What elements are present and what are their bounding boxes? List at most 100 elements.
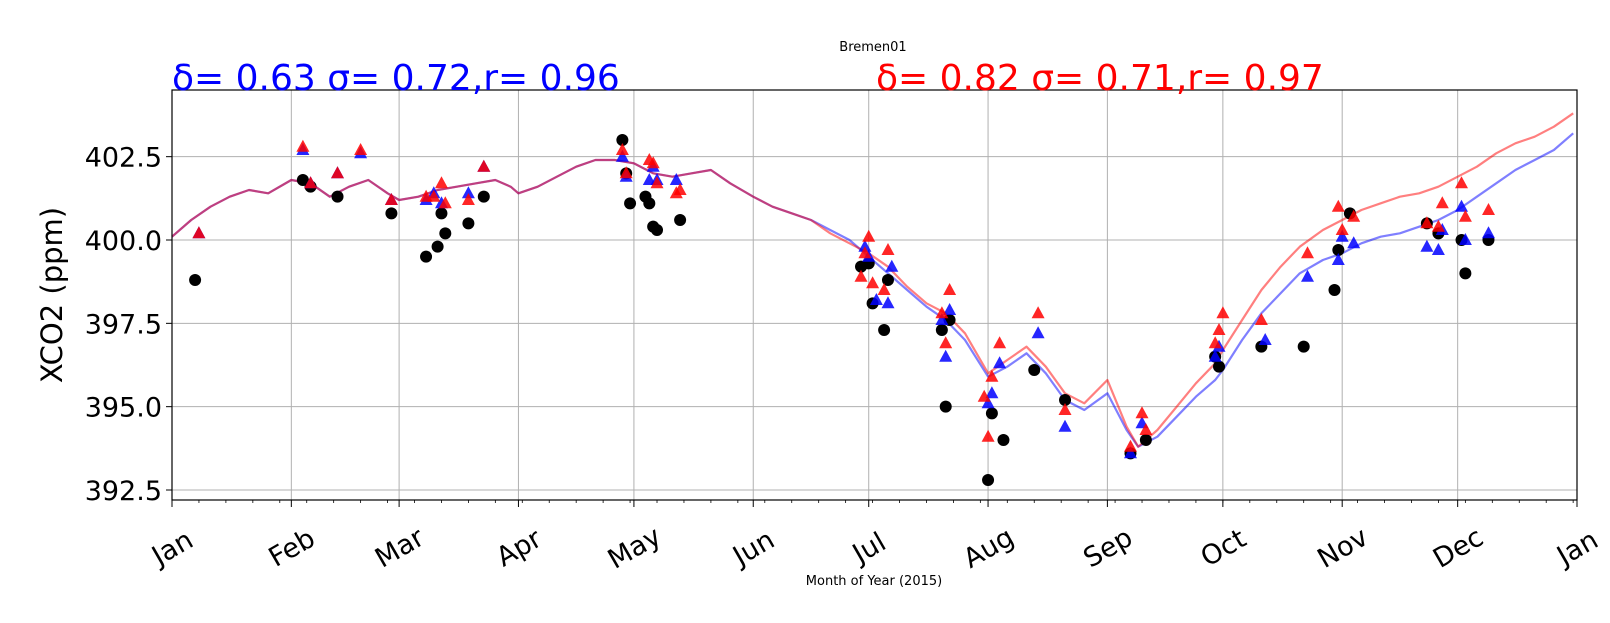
red-triangle-point xyxy=(192,226,206,239)
obs-point xyxy=(878,324,891,336)
blue-triangle-point xyxy=(1420,239,1434,252)
obs-point xyxy=(1213,360,1226,373)
blue-triangle-point xyxy=(1124,446,1137,459)
red-triangle-point xyxy=(877,283,891,295)
red-triangle-point xyxy=(993,336,1007,349)
y-tick-label: 400.0 xyxy=(85,226,162,257)
blue-triangle-point xyxy=(981,396,995,409)
y-tick-label: 392.5 xyxy=(85,476,162,507)
red-triangle-point xyxy=(331,166,344,179)
obs-point xyxy=(1332,244,1345,256)
obs-point xyxy=(643,197,656,210)
obs-point xyxy=(881,274,894,286)
obs-point xyxy=(616,134,629,146)
obs-point xyxy=(997,434,1010,446)
obs-point xyxy=(982,474,995,486)
red-triangle-point xyxy=(854,269,868,282)
red-triangle-point xyxy=(862,229,876,242)
blue-triangle-point xyxy=(1431,243,1445,255)
red-triangle-point xyxy=(866,276,880,289)
y-tick-label: 395.0 xyxy=(85,393,162,424)
red-triangle-point xyxy=(296,139,310,152)
red-triangle-point xyxy=(858,246,872,259)
red-triangle-point xyxy=(461,193,475,205)
blue-triangle-point xyxy=(881,296,895,309)
blue-triangle-point xyxy=(1347,236,1361,249)
series-markers xyxy=(189,134,1495,486)
red-triangle-point xyxy=(435,176,448,189)
blue-triangle-point xyxy=(885,259,899,272)
stats-annotation-blue: δ= 0.63 σ= 0.72,r= 0.96 xyxy=(172,58,620,99)
plot-frame xyxy=(171,89,1578,501)
red-triangle-point xyxy=(1420,216,1434,229)
red-triangle-point xyxy=(881,243,895,255)
y-tick-label: 397.5 xyxy=(85,309,162,340)
red-triangle-point xyxy=(438,196,452,209)
blue-triangle-point xyxy=(1455,199,1468,212)
obs-point xyxy=(420,250,433,263)
obs-point xyxy=(1059,394,1072,406)
blue-triangle-point xyxy=(935,313,949,325)
obs-point xyxy=(435,207,448,220)
blue-triangle-point xyxy=(993,356,1007,369)
obs-point xyxy=(189,274,202,286)
red-triangle-point xyxy=(985,369,999,382)
red-triangle-point xyxy=(1254,313,1268,325)
blue-triangle-point xyxy=(858,239,872,252)
red-triangle-point xyxy=(673,183,687,195)
obs-point xyxy=(1028,364,1041,376)
stats-annotation-red: δ= 0.82 σ= 0.71,r= 0.97 xyxy=(876,58,1324,99)
red-triangle-point xyxy=(1482,203,1495,215)
obs-point xyxy=(477,190,490,203)
red-triangle-point xyxy=(1135,406,1149,419)
obs-point xyxy=(385,207,398,220)
y-tick-label: 402.5 xyxy=(85,143,162,174)
obs-point xyxy=(1459,267,1472,280)
obs-point xyxy=(1328,284,1341,296)
x-axis-label: Month of Year (2015) xyxy=(806,574,942,589)
blue-triangle-point xyxy=(669,173,683,185)
blue-triangle-point xyxy=(461,186,475,199)
red-triangle-point xyxy=(1347,209,1361,222)
red-triangle-point xyxy=(1431,219,1445,232)
blue-triangle-point xyxy=(1058,419,1072,432)
y-axis-label: XCO2 (ppm) xyxy=(35,207,69,383)
red-triangle-point xyxy=(1331,199,1345,212)
red-triangle-point xyxy=(1458,209,1472,222)
red-triangle-point xyxy=(477,159,491,172)
blue-triangle-point xyxy=(869,293,883,305)
blue-triangle-point xyxy=(615,149,629,162)
obs-point xyxy=(651,224,664,236)
obs-point xyxy=(985,407,998,420)
red-triangle-point xyxy=(981,429,995,442)
obs-point xyxy=(331,190,344,203)
obs-point xyxy=(1139,434,1152,446)
red-triangle-point xyxy=(1031,306,1045,319)
obs-point xyxy=(462,217,475,230)
blue-triangle-point xyxy=(939,349,953,362)
red-triangle-point xyxy=(1212,323,1226,335)
blue-triangle-point xyxy=(1258,333,1272,345)
blue-triangle-point xyxy=(943,303,957,315)
red-triangle-point xyxy=(304,176,318,189)
blue-triangle-point xyxy=(1458,233,1472,245)
obs-point xyxy=(935,324,948,336)
chart-title: Bremen01 xyxy=(839,40,906,55)
obs-point xyxy=(624,197,637,210)
blue-triangle-point xyxy=(1482,226,1495,239)
red-triangle-point xyxy=(619,166,633,179)
blue-triangle-point xyxy=(985,386,999,399)
red-triangle-point xyxy=(354,143,368,155)
blue-triangle-point xyxy=(1031,326,1045,339)
red-triangle-point xyxy=(939,336,953,349)
red-triangle-point xyxy=(646,156,660,169)
red-triangle-point xyxy=(1335,223,1349,235)
red-triangle-point xyxy=(1058,403,1072,415)
red-triangle-point xyxy=(384,193,398,205)
blue-triangle-point xyxy=(1331,253,1345,265)
obs-point xyxy=(674,214,687,226)
red-triangle-point xyxy=(943,283,957,295)
